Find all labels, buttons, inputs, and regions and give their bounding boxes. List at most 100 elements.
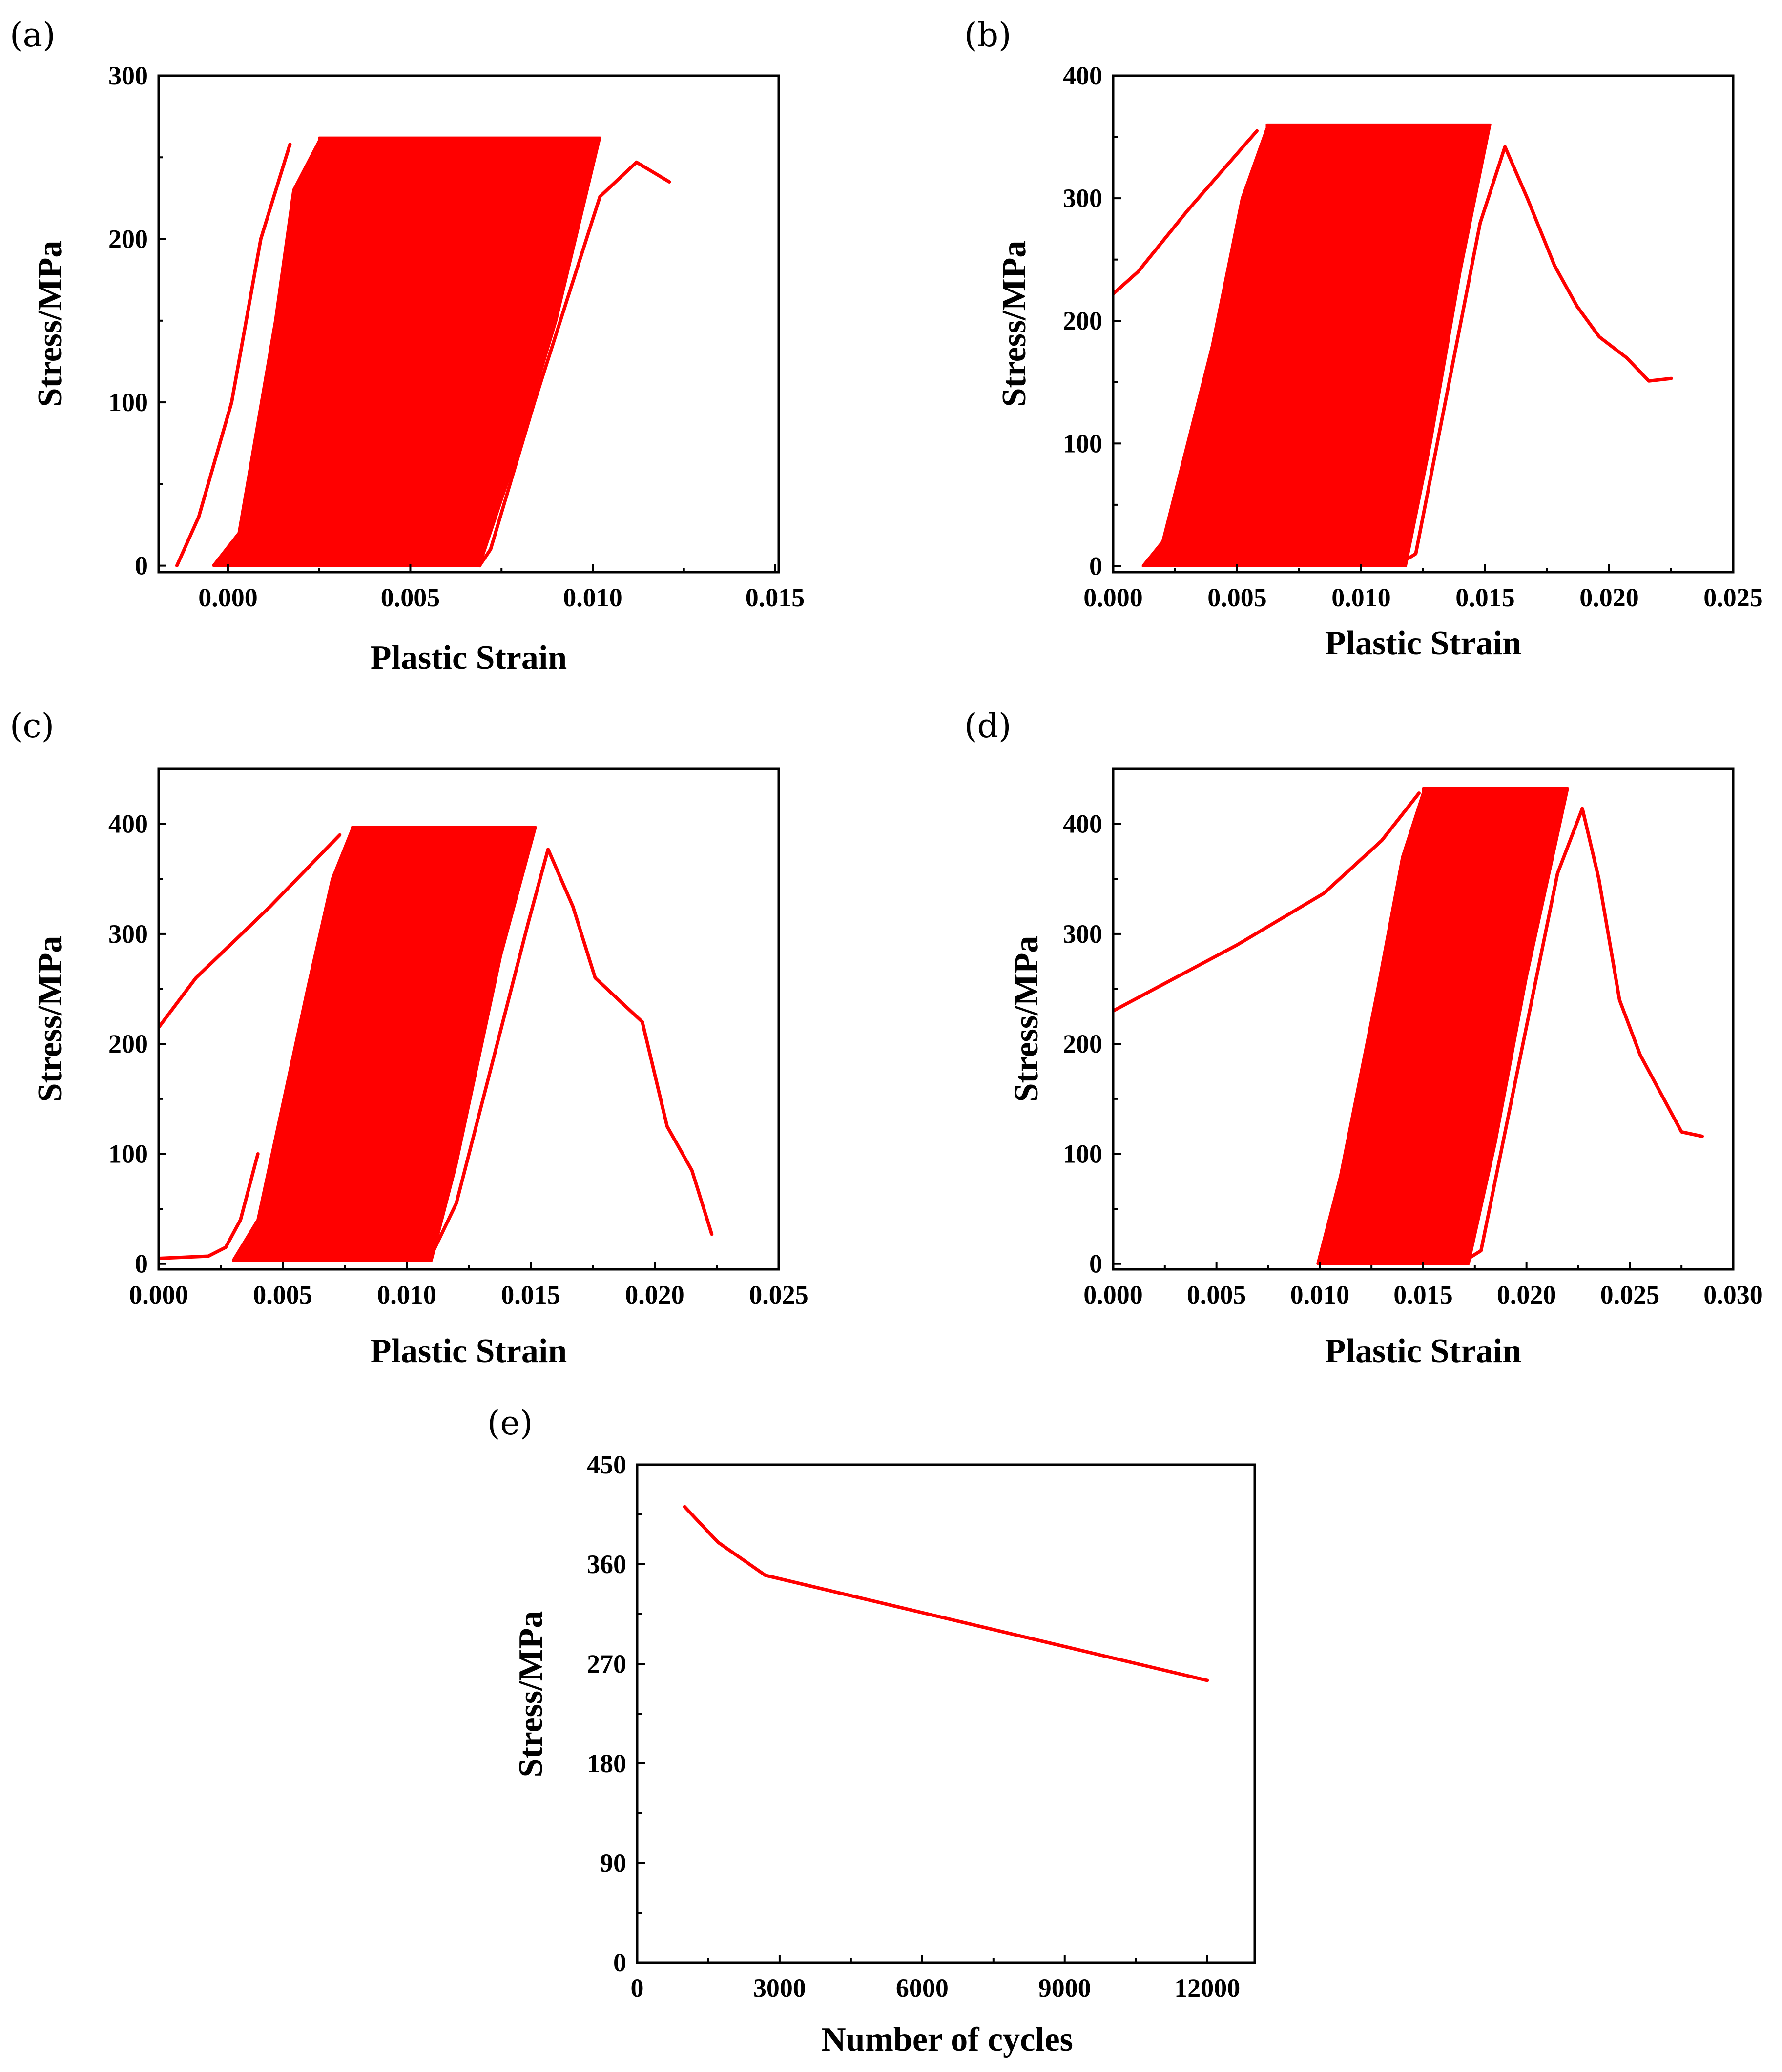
series-line-0 [1113, 791, 1421, 1013]
loop-branch [1148, 127, 1275, 567]
series-line-3 [430, 848, 714, 1257]
loop-branch [253, 829, 376, 1262]
panel-label-c: (c) [10, 707, 54, 746]
x-tick-label: 12000 [1174, 1973, 1240, 2003]
series-line-2 [477, 160, 671, 568]
y-tick-label: 0 [613, 1948, 626, 1977]
x-tick-label: 0.015 [1393, 1280, 1453, 1309]
x-tick-label: 0.010 [1290, 1280, 1350, 1309]
y-tick-label: 0 [1089, 1249, 1102, 1279]
loop-branch [1175, 127, 1302, 567]
loop-branch [1155, 127, 1282, 567]
x-tick-label: 3000 [753, 1973, 806, 2003]
y-tick-label: 400 [1063, 809, 1102, 839]
series-group [1113, 123, 1673, 567]
series-line-0 [1113, 129, 1259, 296]
x-tick-label: 0.025 [749, 1280, 808, 1309]
loop-branch [246, 140, 354, 567]
series-line-0 [175, 143, 292, 568]
x-tick-label: 0.005 [381, 583, 440, 612]
plot-frame [636, 1463, 1256, 1964]
loop-branch [1316, 792, 1425, 1264]
y-axis-title-a: Stress/MPa [31, 241, 69, 407]
x-tick-label: 0.020 [1579, 583, 1639, 612]
x-tick-label: 0.015 [501, 1280, 560, 1309]
loop-branch [231, 829, 353, 1262]
plot-frame [157, 767, 780, 1271]
x-tick-label: 0.005 [1207, 583, 1267, 612]
y-tick-label: 300 [1063, 919, 1102, 949]
x-tick-label: 0.000 [1083, 1280, 1143, 1309]
y-tick-label: 100 [1063, 429, 1102, 458]
plot-frame [157, 74, 780, 574]
y-tick-label: 400 [108, 809, 148, 839]
panel-d: (d) 0.000 0.005 0.010 0.015 0.020 0.025 0.0300… [964, 707, 1763, 1370]
loop-branch [1329, 792, 1438, 1264]
x-tick-label: 0.010 [377, 1280, 436, 1309]
loop-branch [237, 140, 346, 567]
x-tick-label: 9000 [1038, 1973, 1091, 2003]
loop-branch [1321, 792, 1429, 1264]
series-line-1 [159, 1152, 260, 1260]
x-tick-label: 0.000 [1083, 583, 1143, 612]
y-tick-label: 90 [600, 1848, 626, 1878]
panel-b: (b) 0.000 0.005 0.010 0.015 0.020 0.025 0 100 20… [964, 16, 1763, 662]
y-tick-label: 360 [587, 1550, 626, 1579]
panel-c: (c) 0.000 0.005 0.010 0.015 0.020 0.025 0 100 20… [10, 707, 808, 1370]
y-axis-title-e: Stress/MPa [512, 1611, 550, 1778]
x-tick-label: 0.010 [1331, 583, 1391, 612]
y-tick-label: 0 [1089, 551, 1102, 580]
x-tick-label: 0.005 [1187, 1280, 1246, 1309]
x-axis-title-c: Plastic Strain [371, 1332, 567, 1370]
loop-branch [1333, 792, 1442, 1264]
x-tick-label: 0.000 [198, 583, 258, 612]
y-tick-label: 200 [108, 225, 148, 254]
x-axis-title-b: Plastic Strain [1325, 624, 1521, 662]
y-tick-label: 300 [108, 919, 148, 949]
plot-area-d: 0.000 0.005 0.010 0.015 0.020 0.025 0.030 0 100 2… [1063, 767, 1763, 1309]
y-tick-label: 0 [135, 1249, 148, 1279]
y-tick-label: 300 [108, 61, 148, 90]
loop-branch [254, 140, 363, 567]
panel-label-a: (a) [10, 16, 56, 55]
x-tick-label: 0.030 [1703, 1280, 1763, 1309]
y-tick-label: 0 [135, 551, 148, 580]
series-group [683, 1505, 1209, 1682]
x-axis-title-a: Plastic Strain [371, 639, 567, 677]
plot-frame [1112, 74, 1735, 574]
loop-branch [1168, 127, 1295, 567]
x-tick-label: 0 [631, 1973, 644, 2003]
series-line-0 [683, 1505, 1209, 1682]
y-tick-label: 200 [108, 1029, 148, 1058]
plot-area-e: 0 3000 6000 9000 12000 0 90 180 270 360 450 [587, 1450, 1256, 2003]
y-tick-label: 400 [1063, 61, 1102, 90]
series-line-2 [1404, 145, 1673, 562]
y-axis-title-c: Stress/MPa [31, 936, 69, 1102]
y-tick-label: 100 [108, 388, 148, 417]
loop-branch [220, 140, 329, 567]
loop-branch [229, 140, 337, 567]
x-tick-label: 0.015 [746, 583, 805, 612]
y-tick-label: 200 [1063, 1029, 1102, 1058]
loop-branch [259, 829, 381, 1262]
series-line-2 [1467, 807, 1704, 1260]
loop-branch [248, 829, 370, 1262]
series-line-0 [159, 833, 342, 1029]
series-group [159, 826, 714, 1262]
x-tick-label: 0.025 [1600, 1280, 1660, 1309]
panel-label-b: (b) [964, 16, 1012, 55]
panel-e: (e) 0 3000 6000 9000 12000 0 90 180 270 360 450 Nu… [487, 1404, 1256, 2058]
loop-branch [212, 140, 321, 567]
x-tick-label: 0.015 [1455, 583, 1515, 612]
panel-label-e: (e) [487, 1404, 533, 1443]
y-tick-label: 450 [587, 1450, 626, 1479]
y-tick-label: 270 [587, 1649, 626, 1678]
x-tick-label: 0.025 [1703, 583, 1763, 612]
loop-branch [237, 829, 359, 1262]
plot-frame [1112, 767, 1735, 1271]
y-tick-label: 200 [1063, 306, 1102, 335]
x-tick-label: 0.000 [129, 1280, 188, 1309]
plot-area-a: 0.000 0.005 0.010 0.015 0 100 200 300 [108, 61, 805, 612]
x-tick-label: 6000 [896, 1973, 949, 2003]
x-axis-title-e: Number of cycles [821, 2021, 1073, 2058]
